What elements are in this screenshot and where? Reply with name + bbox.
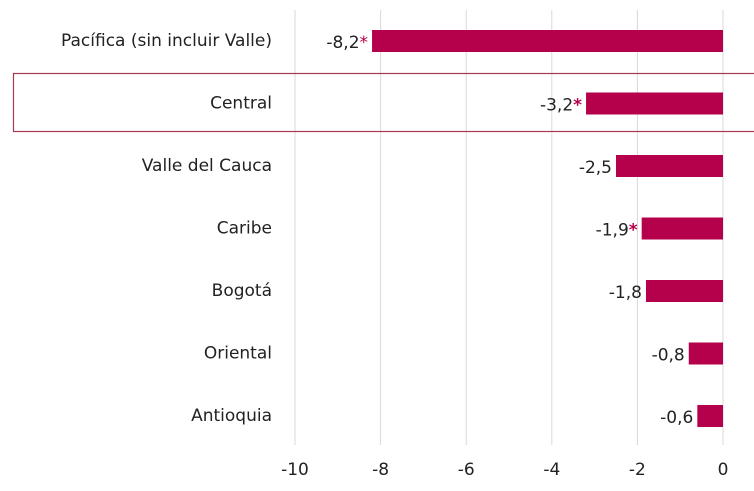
x-tick-label: 0: [718, 460, 729, 480]
bar: [586, 92, 723, 115]
bar: [641, 217, 723, 240]
value-label: -0,6: [660, 408, 693, 428]
value-label: -1,9*: [596, 221, 638, 241]
highlight-box: [12, 72, 754, 133]
value-label: -0,8: [652, 346, 685, 366]
value-number: -1,8: [609, 283, 642, 303]
bar: [688, 342, 723, 365]
x-tick-label: -8: [372, 460, 389, 480]
y-tick-label: Central: [210, 94, 272, 114]
bar: [616, 155, 723, 177]
bar: [697, 405, 723, 427]
value-number: -1,9: [596, 221, 629, 241]
x-tick-label: -2: [629, 460, 646, 480]
bar: [372, 30, 723, 52]
x-tick-label: -6: [458, 460, 475, 480]
y-tick-label: Caribe: [217, 219, 272, 239]
y-tick-label: Antioquia: [191, 406, 272, 426]
y-tick-label: Oriental: [204, 344, 272, 364]
value-number: -8,2: [326, 33, 359, 53]
value-number: -2,5: [579, 158, 612, 178]
x-tick-label: -10: [281, 460, 309, 480]
value-label: -8,2*: [326, 33, 368, 53]
value-number: -0,8: [652, 346, 685, 366]
value-number: -3,2: [540, 96, 573, 116]
significance-mark: *: [629, 221, 638, 241]
value-label: -1,8: [609, 283, 642, 303]
value-number: -0,6: [660, 408, 693, 428]
value-label: -3,2*: [540, 96, 582, 116]
x-tick-label: -4: [543, 460, 560, 480]
significance-mark: *: [573, 96, 582, 116]
value-label: -2,5: [579, 158, 612, 178]
significance-mark: *: [360, 33, 369, 53]
y-tick-label: Bogotá: [212, 281, 272, 301]
y-tick-label: Valle del Cauca: [142, 156, 272, 176]
y-tick-label: Pacífica (sin incluir Valle): [61, 31, 272, 51]
bar: [645, 280, 723, 302]
